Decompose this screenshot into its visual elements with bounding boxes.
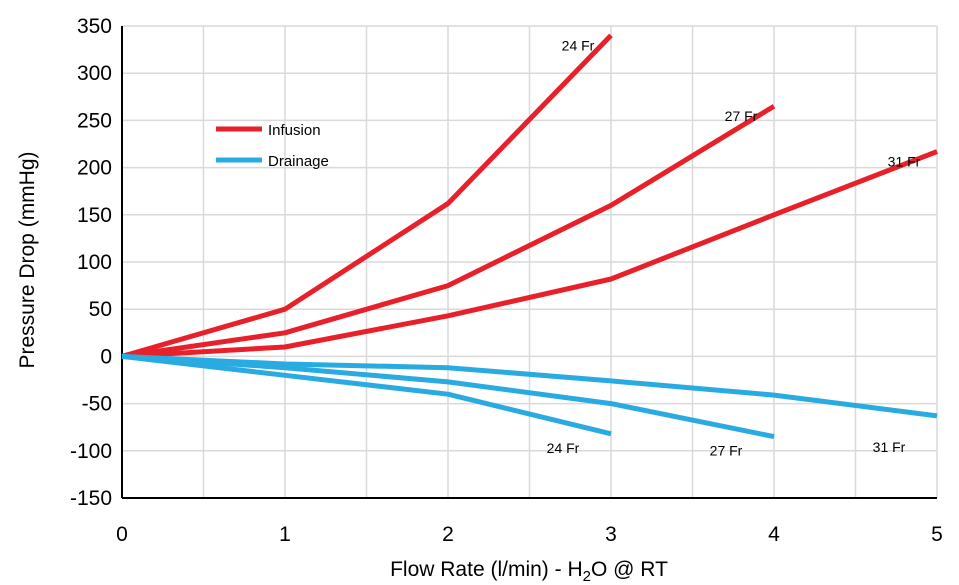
series-lines — [121, 33, 938, 440]
legend: Infusion Drainage — [216, 122, 329, 170]
y-tick-label: -150 — [70, 487, 112, 510]
series-line-infusion-31fr — [121, 149, 938, 359]
y-tick-label: 350 — [77, 15, 112, 38]
x-tick-label: 1 — [279, 523, 291, 546]
legend-infusion-label: Infusion — [268, 122, 321, 139]
x-axis-title: Flow Rate (l/min) - H2O @ RT — [390, 558, 668, 585]
series-line-drainage-31fr — [121, 353, 938, 419]
axes — [121, 26, 937, 499]
y-tick-label: -100 — [70, 440, 112, 463]
y-tick-label: 250 — [77, 109, 112, 132]
x-tick-label: 5 — [931, 523, 943, 546]
series-end-label: 27 Fr — [710, 443, 743, 459]
series-end-label: 27 Fr — [725, 108, 758, 124]
series-end-label: 24 Fr — [547, 440, 580, 456]
series-line-drainage-24fr — [121, 353, 612, 437]
series-line-infusion-24fr — [121, 33, 613, 359]
y-tick-label: 200 — [77, 157, 112, 180]
x-tick-label: 2 — [442, 523, 454, 546]
x-tick-label: 0 — [116, 523, 128, 546]
y-tick-label: -50 — [82, 393, 112, 416]
gridlines — [121, 25, 938, 499]
x-axis-title-tail: O @ RT — [591, 558, 668, 581]
y-tick-label: 300 — [77, 62, 112, 85]
y-tick-label: 100 — [77, 251, 112, 274]
series-end-label: 31 Fr — [888, 154, 921, 170]
series-labels: 24 Fr 27 Fr 31 Fr 24 Fr 27 Fr 31 Fr — [547, 37, 921, 458]
x-axis-title-main: Flow Rate (l/min) - H — [390, 558, 583, 581]
y-tick-label: 0 — [100, 345, 112, 368]
series-line-infusion-27fr — [121, 104, 776, 359]
x-tick-label: 4 — [768, 523, 780, 546]
x-tick-label: 3 — [605, 523, 617, 546]
y-axis-title: Pressure Drop (mmHg) — [16, 151, 39, 368]
legend-drainage-label: Drainage — [268, 153, 329, 170]
y-tick-label: 50 — [89, 298, 112, 321]
series-end-label: 31 Fr — [873, 439, 906, 455]
x-axis-title-subscript: 2 — [583, 568, 591, 585]
series-end-label: 24 Fr — [562, 37, 595, 53]
y-tick-label: 150 — [77, 204, 112, 227]
